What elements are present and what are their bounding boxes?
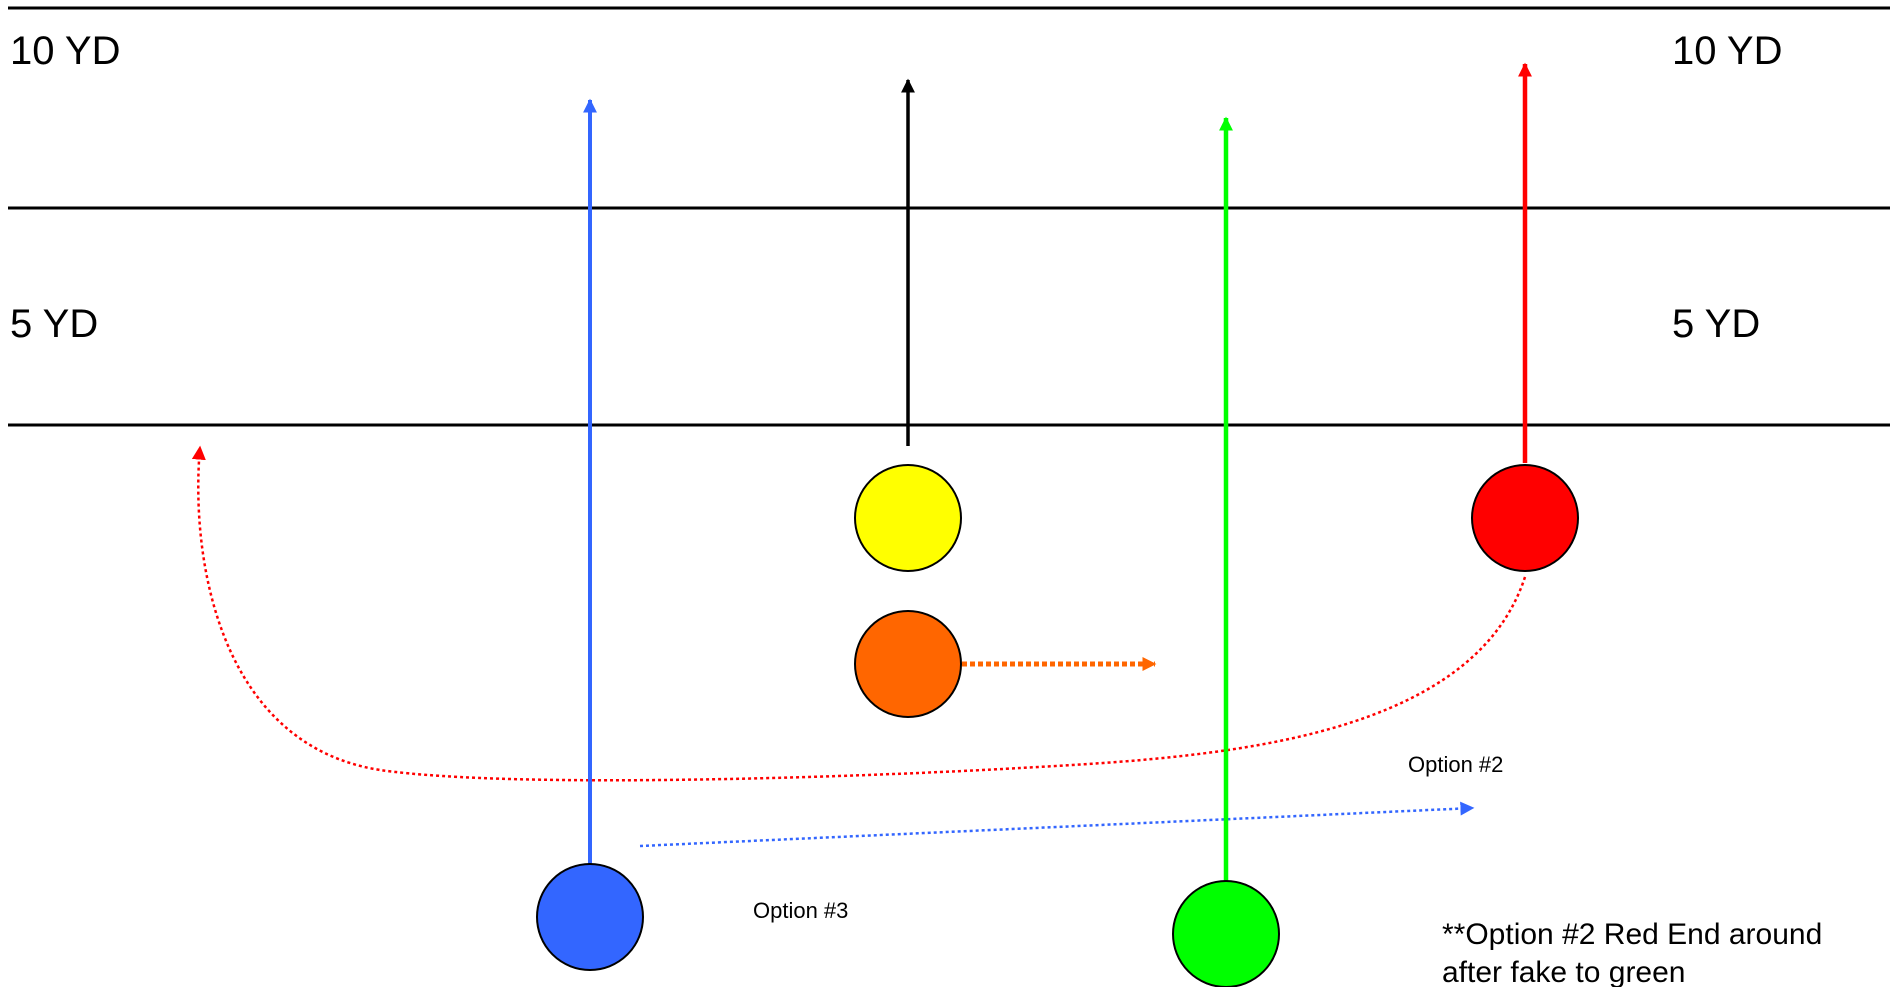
- yard-label-5-right: 5 YD: [1672, 302, 1760, 346]
- player-orange: [854, 610, 962, 718]
- red-end-around-route: [191, 445, 1527, 782]
- player-yellow: [854, 464, 962, 572]
- blue-option-route: [639, 801, 1475, 848]
- player-red: [1471, 464, 1579, 572]
- yard-label-10-right: 10 YD: [1672, 29, 1782, 73]
- yard-label-10-left: 10 YD: [10, 29, 120, 73]
- yard-label-5-left: 5 YD: [10, 302, 98, 346]
- note-line-1: **Option #2 Red End around: [1442, 918, 1822, 951]
- option-2-label: Option #2: [1408, 752, 1503, 777]
- option-3-label: Option #3: [753, 898, 848, 923]
- player-green: [1172, 880, 1280, 987]
- note-line-2: after fake to green: [1442, 956, 1686, 987]
- player-blue: [536, 863, 644, 971]
